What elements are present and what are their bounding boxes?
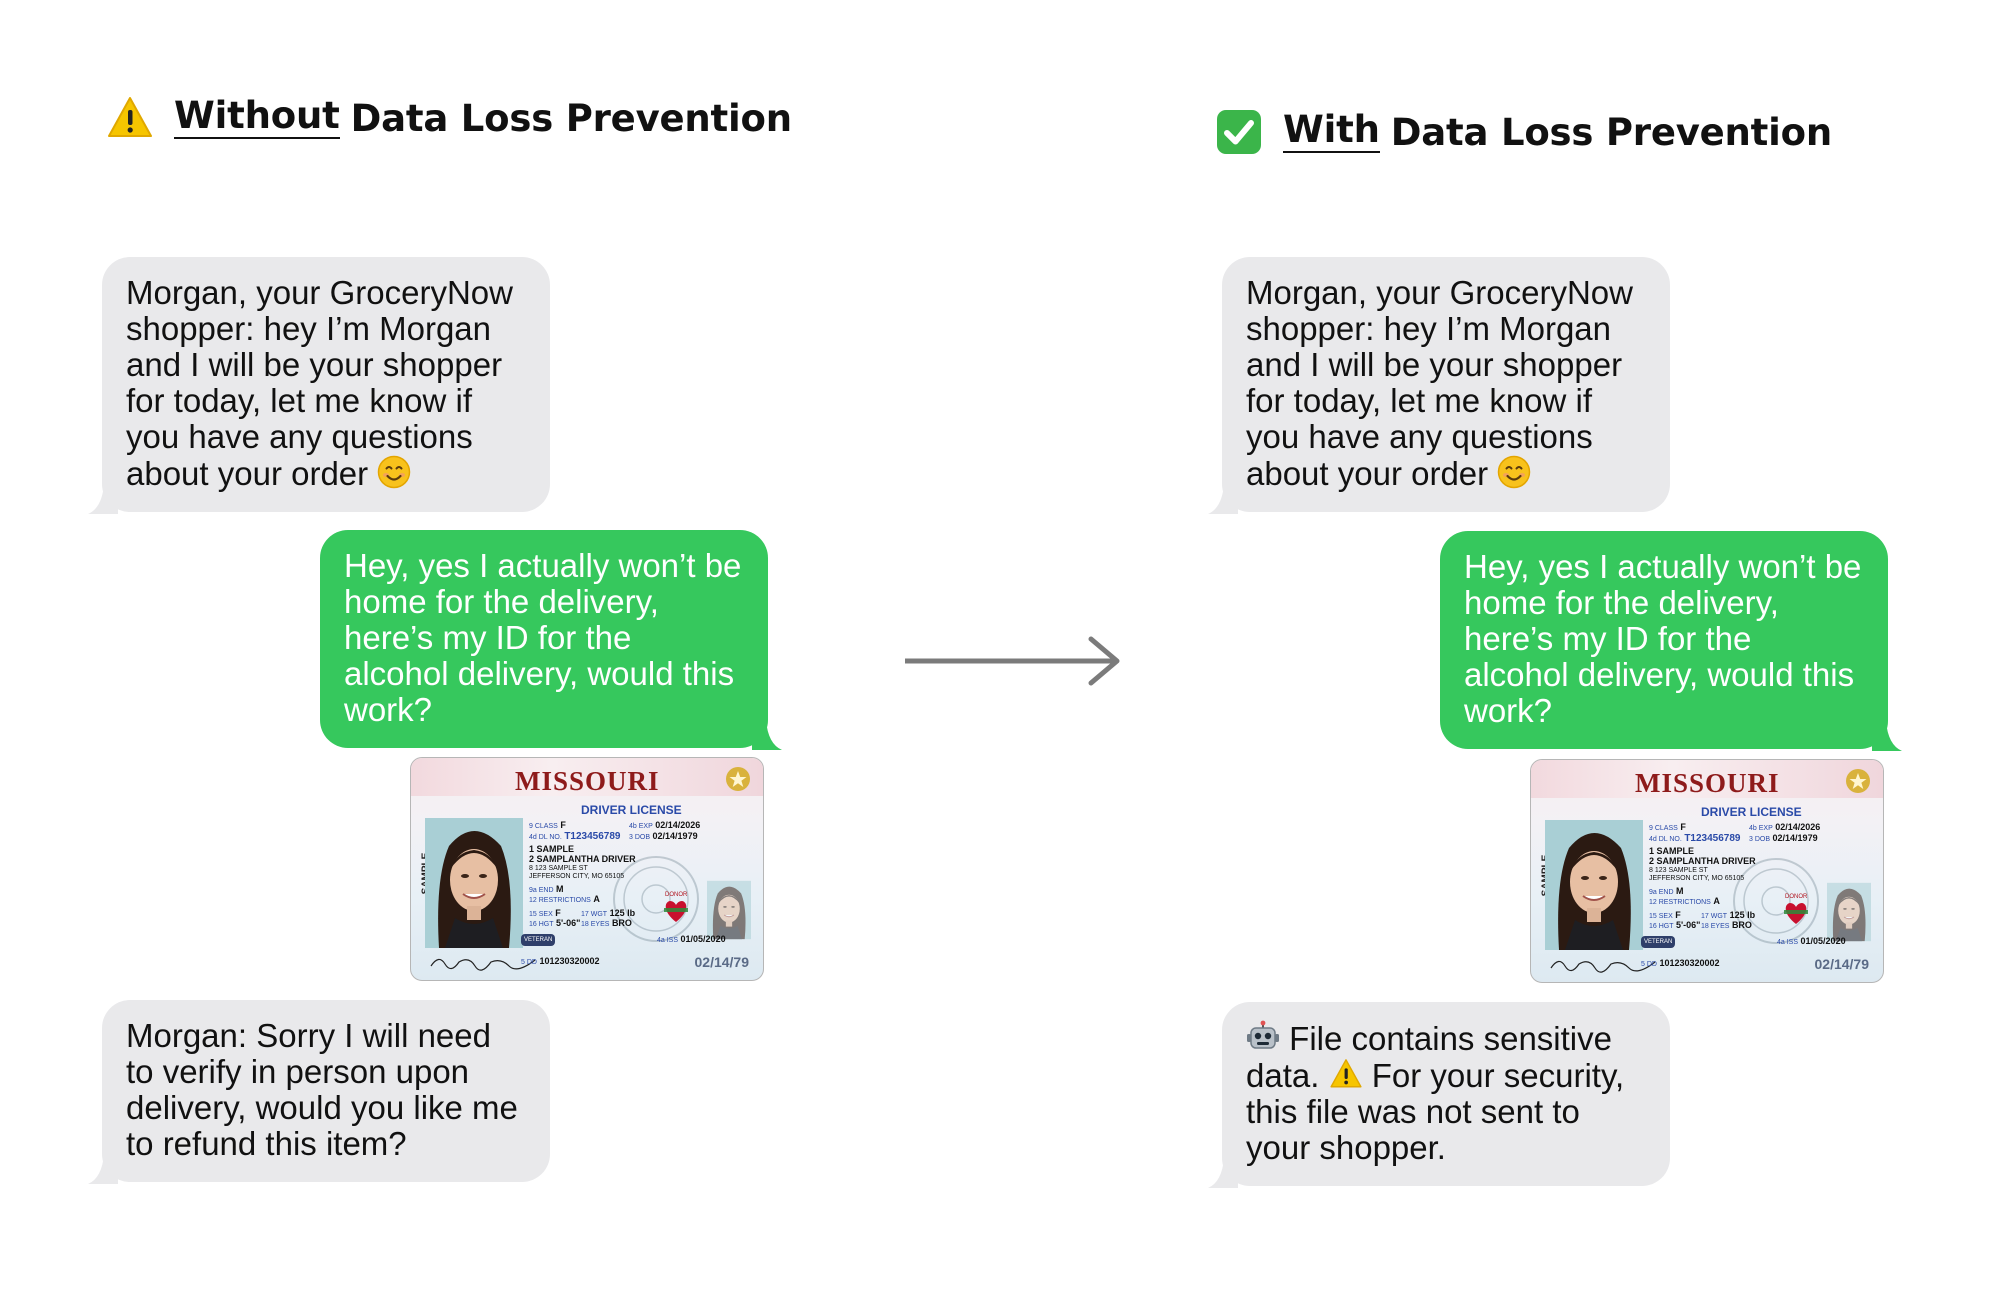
signature-icon: [430, 958, 536, 971]
license-iss-row: 4a ISS 01/05/2020: [1777, 936, 1846, 946]
right-arrow-icon: [905, 636, 1120, 686]
license-last-name: 1 SAMPLE: [1649, 846, 1695, 856]
license-iss-row: 4a ISS 01/05/2020: [657, 934, 726, 944]
license-veteran-badge: VETERAN: [521, 934, 556, 946]
bubble-tail: [1872, 721, 1902, 751]
star-icon: [726, 767, 750, 791]
license-band: [411, 758, 763, 796]
license-dd-row: 5 DD 101230320002: [1641, 958, 1720, 968]
heading-underlined-word: With: [1283, 108, 1380, 153]
license-donor-label: DONOR: [665, 892, 688, 898]
shopper-response-message: Morgan: Sorry I will need to verify in p…: [102, 1000, 550, 1182]
license-hgt-row: 16 HGT 5'-06": [529, 918, 581, 928]
license-dob-row: 3 DOB 02/14/1979: [629, 831, 698, 841]
license-address2: JEFFERSON CITY, MO 65105: [1649, 875, 1745, 882]
license-first-name: 2 SAMPLANTHA DRIVER: [1649, 856, 1756, 866]
customer-reply-message: Hey, yes I actually won’t be home for th…: [320, 530, 768, 748]
drivers-license-attachment[interactable]: MISSOURI DRIVER LICENSE SAMPLE 9 CLASS F…: [410, 757, 764, 981]
license-state: MISSOURI: [1635, 768, 1780, 798]
license-type: DRIVER LICENSE: [581, 803, 682, 817]
license-dl-row: 4d DL NO. T123456789: [529, 831, 621, 842]
bubble-tail: [88, 484, 118, 514]
smiling-face-icon: [1497, 455, 1531, 489]
dlp-notice-part1: File contains sensitive data.: [1246, 1020, 1612, 1094]
donor-heart-icon: [664, 901, 688, 922]
license-dob-short: 02/14/79: [694, 954, 750, 970]
license-state: MISSOURI: [515, 766, 660, 796]
license-end-row: 9a END M: [1649, 886, 1684, 896]
drivers-license-attachment[interactable]: MISSOURI DRIVER LICENSE SAMPLE 9 CLASS F…: [1530, 759, 1884, 983]
license-address2: JEFFERSON CITY, MO 65105: [529, 873, 625, 880]
license-wgt-row: 17 WGT 125 lb: [1701, 910, 1756, 920]
license-first-name: 2 SAMPLANTHA DRIVER: [529, 854, 636, 864]
signature-icon: [1550, 960, 1656, 973]
license-class-row: 9 CLASS F: [529, 820, 566, 830]
license-sex-row: 15 SEX F: [529, 908, 561, 918]
license-type: DRIVER LICENSE: [1701, 805, 1802, 819]
bubble-tail: [1208, 1158, 1238, 1188]
dlp-notice-part2: For your security, this file was not sen…: [1246, 1057, 1625, 1166]
license-restrictions-row: 12 RESTRICTIONS A: [529, 894, 600, 904]
bubble-tail: [88, 1154, 118, 1184]
without-dlp-panel: Without Data Loss Prevention Morgan, you…: [90, 0, 890, 1300]
with-dlp-heading: With Data Loss Prevention: [1215, 108, 1832, 156]
license-eyes-row: 18 EYES BRO: [581, 918, 632, 928]
message-text: Morgan, your GroceryNow shopper: hey I’m…: [126, 274, 513, 492]
license-veteran-badge: VETERAN: [1641, 936, 1676, 948]
heading-rest: Data Loss Prevention: [1390, 110, 1833, 154]
shopper-intro-message: Morgan, your GroceryNow shopper: hey I’m…: [102, 257, 550, 512]
smiling-face-icon: [377, 455, 411, 489]
license-eyes-row: 18 EYES BRO: [1701, 920, 1752, 930]
check-mark-button-icon: [1215, 108, 1263, 156]
dlp-notice-message: File contains sensitive data. For your s…: [1222, 1002, 1670, 1186]
license-end-row: 9a END M: [529, 884, 564, 894]
license-address1: 8 123 SAMPLE ST: [1649, 867, 1708, 874]
message-text: Morgan, your GroceryNow shopper: hey I’m…: [1246, 274, 1633, 492]
warning-icon: [1329, 1057, 1363, 1091]
license-ghost-photo: [707, 880, 751, 940]
license-exp-row: 4b EXP 02/14/2026: [629, 820, 701, 830]
customer-reply-message: Hey, yes I actually won’t be home for th…: [1440, 531, 1888, 749]
warning-icon: [106, 94, 154, 142]
license-restrictions-row: 12 RESTRICTIONS A: [1649, 896, 1720, 906]
message-text: Hey, yes I actually won’t be home for th…: [344, 547, 742, 728]
license-donor-label: DONOR: [1785, 894, 1808, 900]
license-dl-row: 4d DL NO. T123456789: [1649, 833, 1741, 844]
without-dlp-heading: Without Data Loss Prevention: [106, 94, 792, 142]
license-last-name: 1 SAMPLE: [529, 844, 575, 854]
bubble-tail: [1208, 484, 1238, 514]
license-dob-row: 3 DOB 02/14/1979: [1749, 833, 1818, 843]
license-band: [1531, 760, 1883, 798]
donor-heart-icon: [1784, 903, 1808, 924]
message-text: Hey, yes I actually won’t be home for th…: [1464, 548, 1862, 729]
license-hgt-row: 16 HGT 5'-06": [1649, 920, 1701, 930]
license-photo: [1545, 820, 1643, 950]
license-ghost-photo: [1827, 882, 1871, 942]
license-dd-row: 5 DD 101230320002: [521, 956, 600, 966]
license-exp-row: 4b EXP 02/14/2026: [1749, 822, 1821, 832]
license-address1: 8 123 SAMPLE ST: [529, 865, 588, 872]
license-photo: [425, 818, 523, 948]
license-dob-short: 02/14/79: [1814, 956, 1870, 972]
license-class-row: 9 CLASS F: [1649, 822, 1686, 832]
license-sex-row: 15 SEX F: [1649, 910, 1681, 920]
heading-rest: Data Loss Prevention: [350, 96, 792, 140]
robot-icon: [1246, 1020, 1280, 1054]
license-wgt-row: 17 WGT 125 lb: [581, 908, 636, 918]
star-icon: [1846, 769, 1870, 793]
heading-underlined-word: Without: [174, 94, 340, 139]
with-dlp-panel: With Data Loss Prevention Morgan, your G…: [1210, 0, 2000, 1300]
message-text: Morgan: Sorry I will need to verify in p…: [126, 1017, 518, 1162]
shopper-intro-message: Morgan, your GroceryNow shopper: hey I’m…: [1222, 257, 1670, 512]
bubble-tail: [752, 720, 782, 750]
